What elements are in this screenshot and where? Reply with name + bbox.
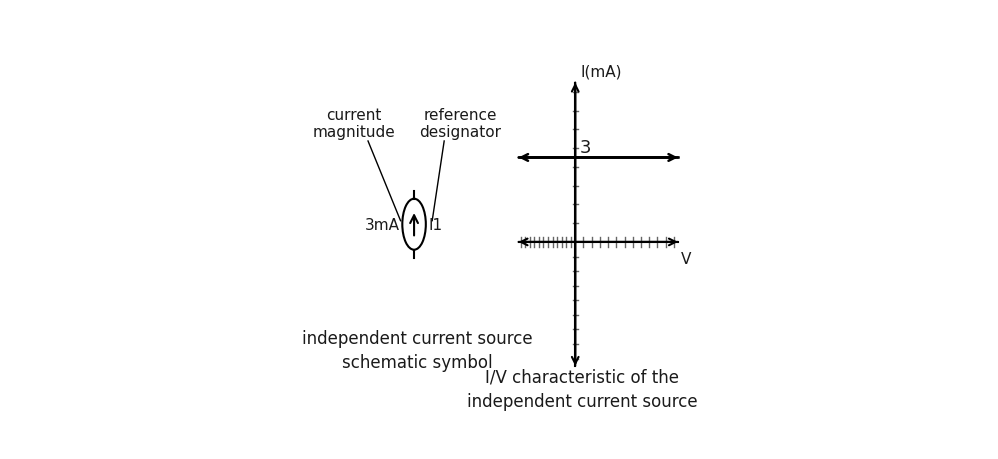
Text: reference
designator: reference designator (419, 107, 501, 140)
Text: I(mA): I(mA) (581, 65, 622, 80)
Text: 3: 3 (580, 138, 591, 157)
Text: I1: I1 (429, 217, 443, 232)
Text: independent current source: independent current source (467, 392, 698, 410)
Text: schematic symbol: schematic symbol (342, 353, 493, 371)
Text: 3mA: 3mA (364, 217, 399, 232)
Text: independent current source: independent current source (302, 329, 533, 347)
Text: current
magnitude: current magnitude (312, 107, 395, 140)
Text: V: V (681, 251, 692, 266)
Text: I/V characteristic of the: I/V characteristic of the (485, 368, 680, 386)
